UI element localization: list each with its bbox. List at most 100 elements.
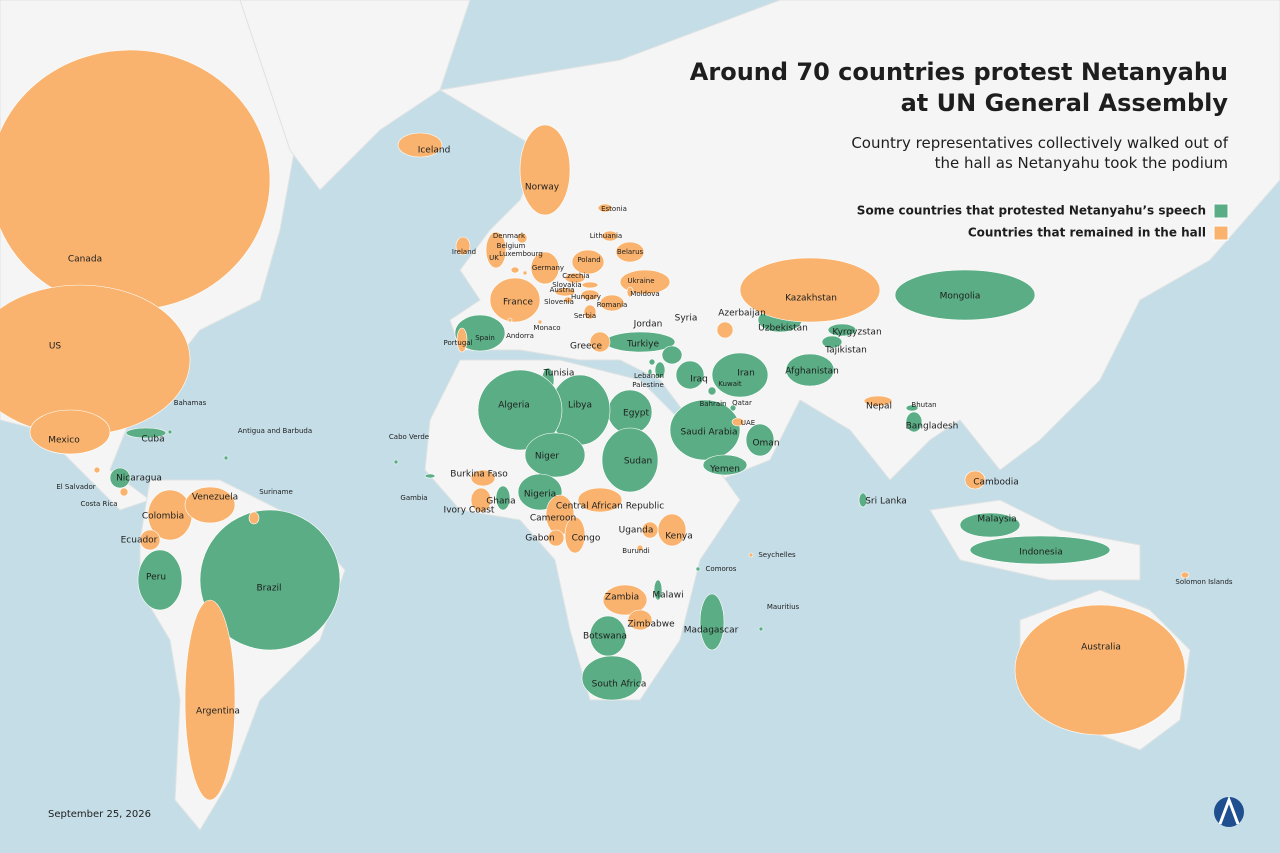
date: September 25, 2026: [48, 809, 151, 820]
country-label: Syria: [675, 314, 698, 324]
country-label: Gambia: [400, 494, 427, 502]
country-label: Gabon: [525, 534, 554, 544]
country-shape: [516, 232, 528, 244]
country-label: Madagascar: [684, 626, 739, 636]
country-label: Malaysia: [977, 515, 1016, 525]
country-shape: [248, 511, 260, 525]
country-label: Argentina: [196, 707, 240, 717]
country-label: Iceland: [418, 146, 451, 156]
country-shape: [969, 535, 1111, 565]
country-label: Egypt: [623, 409, 649, 419]
country-label: Ghana: [486, 497, 515, 507]
country-label: Azerbaijan: [718, 309, 766, 319]
country-shape: [583, 304, 597, 320]
country-label: Czechia: [562, 272, 589, 280]
country-label: Serbia: [574, 312, 596, 320]
country-label: Mauritius: [767, 603, 800, 611]
country-shape: [455, 236, 471, 256]
country-shape: [821, 335, 843, 349]
country-shape: [739, 257, 881, 323]
country-shape: [519, 124, 571, 216]
country-label: Nicaragua: [116, 474, 162, 484]
country-label: Solomon Islands: [1175, 578, 1233, 586]
country-label: Cabo Verde: [389, 433, 429, 441]
country-shape: [647, 368, 653, 376]
country-shape: [1014, 604, 1186, 736]
country-label: Burkina Faso: [450, 470, 508, 480]
country-shape: [858, 492, 868, 508]
country-label: Tunisia: [543, 369, 575, 379]
country-label: Romania: [597, 301, 628, 309]
country-shape: [905, 411, 923, 433]
country-label: Comoros: [706, 565, 737, 573]
country-label: Luxembourg: [499, 250, 543, 258]
country-label: Lebanon: [634, 372, 664, 380]
country-shape: [894, 269, 1036, 321]
country-label: Bahamas: [174, 399, 207, 407]
country-label: El Salvador: [56, 483, 95, 491]
country-label: France: [503, 298, 533, 308]
country-shapes: [0, 49, 1190, 801]
country-label: Turkiye: [626, 340, 660, 350]
country-shape: [729, 404, 737, 412]
country-shape: [959, 512, 1021, 538]
country-label: Colombia: [142, 512, 184, 522]
country-shape: [636, 544, 644, 552]
country-label: Kyrgyzstan: [832, 328, 881, 338]
country-label: Yemen: [709, 465, 740, 475]
country-shape: [456, 327, 468, 353]
country-label: Greece: [570, 342, 602, 352]
country-label: Palestine: [632, 381, 664, 389]
country-shape: [654, 361, 666, 379]
country-label: Zambia: [605, 593, 639, 603]
country-shape: [758, 626, 764, 632]
country-label: Kenya: [665, 532, 693, 542]
country-label: UK: [489, 254, 499, 262]
country-label: Bangladesh: [906, 422, 959, 432]
country-shape: [537, 319, 543, 325]
header: Around 70 countries protest Netanyahu at…: [690, 58, 1229, 172]
country-label: Seychelles: [758, 551, 796, 559]
country-label: Niger: [535, 452, 559, 462]
country-label: Burundi: [622, 547, 649, 555]
country-shape: [661, 345, 683, 365]
country-shape: [627, 609, 653, 631]
country-shape: [530, 251, 560, 285]
country-shape: [139, 529, 161, 551]
country-shape: [675, 360, 705, 390]
country-shape: [564, 516, 586, 554]
country-label: Spain: [475, 334, 495, 342]
title: Around 70 countries protest Netanyahu: [690, 58, 1228, 86]
country-shape: [397, 132, 443, 158]
country-label: Iran: [737, 369, 755, 379]
country-shape: [577, 487, 623, 513]
country-label: Monaco: [533, 324, 560, 332]
subtitle: the hall as Netanyahu took the podium: [935, 154, 1228, 172]
country-label: Indonesia: [1019, 548, 1063, 558]
country-label: Nepal: [866, 402, 892, 412]
country-shape: [599, 294, 625, 312]
country-shape: [184, 486, 236, 524]
country-label: Afghanistan: [785, 367, 839, 377]
country-shape: [554, 287, 576, 297]
country-shape: [393, 459, 399, 465]
country-shape: [184, 599, 236, 801]
country-shape: [648, 358, 656, 366]
country-label: Kuwait: [718, 380, 742, 388]
country-shape: [93, 466, 101, 474]
title: at UN General Assembly: [901, 89, 1229, 117]
country-label: Belgium: [497, 242, 526, 250]
country-shape: [547, 529, 565, 547]
country-label: Nigeria: [524, 490, 556, 500]
country-shape: [0, 49, 271, 311]
country-label: Australia: [1081, 643, 1121, 653]
country-label: Congo: [572, 534, 601, 544]
country-shape: [699, 593, 725, 651]
country-label: Bahrain: [699, 400, 726, 408]
country-shape: [563, 296, 573, 304]
country-label: Suriname: [259, 488, 293, 496]
country-shape: [748, 552, 754, 558]
country-label: Mongolia: [940, 292, 981, 302]
